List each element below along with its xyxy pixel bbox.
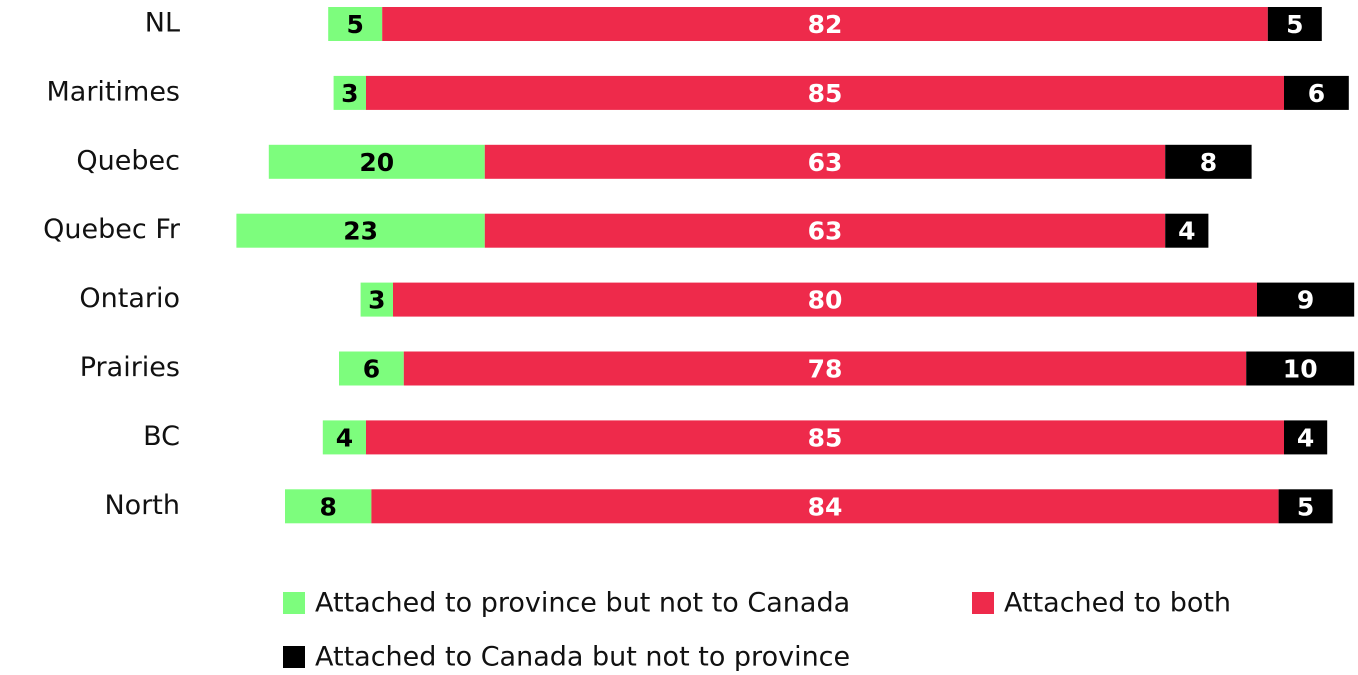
value-label: 82 xyxy=(808,10,843,39)
legend-label: Attached to province but not to Canada xyxy=(315,588,850,619)
value-label: 6 xyxy=(363,355,380,384)
category-label: Quebec Fr xyxy=(43,214,181,245)
bar-segment xyxy=(328,7,383,41)
bar-segment xyxy=(322,420,366,455)
value-label: 80 xyxy=(808,286,843,315)
value-label: 84 xyxy=(808,492,843,521)
category-label: Maritimes xyxy=(46,76,180,107)
bar-segment xyxy=(1267,7,1322,41)
value-label: 9 xyxy=(1297,286,1314,315)
category-label: Prairies xyxy=(80,352,180,383)
value-label: 63 xyxy=(808,217,843,246)
bar-segment xyxy=(285,489,372,524)
category-label: NL xyxy=(145,8,180,39)
bar-segment xyxy=(403,351,1247,386)
bar-segment xyxy=(360,282,393,317)
bar-segment xyxy=(333,75,366,110)
legend-swatch xyxy=(972,592,994,614)
value-label: 8 xyxy=(319,492,336,521)
category-label: Quebec xyxy=(76,145,180,176)
legend-swatch xyxy=(283,646,305,668)
bar-segment xyxy=(1284,75,1349,110)
value-label: 85 xyxy=(808,423,843,452)
bar-segment xyxy=(1284,420,1328,455)
category-label: North xyxy=(104,490,180,521)
value-label: 4 xyxy=(1297,423,1314,452)
value-label: 5 xyxy=(1286,10,1303,39)
value-label: 5 xyxy=(1297,492,1314,521)
value-label: 8 xyxy=(1200,148,1217,177)
value-label: 6 xyxy=(1308,79,1325,108)
legend-swatch xyxy=(283,592,305,614)
bar-segment xyxy=(371,489,1279,524)
value-label: 5 xyxy=(346,10,363,39)
value-label: 4 xyxy=(1178,217,1195,246)
bar-segment xyxy=(393,282,1257,317)
bar-segment xyxy=(484,213,1166,248)
value-label: 3 xyxy=(368,286,385,315)
bar-segment xyxy=(1165,144,1252,179)
category-label: Ontario xyxy=(79,283,180,314)
bar-segment xyxy=(366,420,1284,455)
value-label: 4 xyxy=(336,423,353,452)
value-label: 3 xyxy=(341,79,358,108)
bar-segment xyxy=(339,351,404,386)
bar-segment xyxy=(484,144,1166,179)
value-label: 20 xyxy=(359,148,394,177)
value-label: 78 xyxy=(808,355,843,384)
bar-segment xyxy=(268,144,485,179)
bar-segment xyxy=(1165,213,1209,248)
category-label: BC xyxy=(143,421,180,452)
legend-label: Attached to both xyxy=(1004,588,1231,619)
value-label: 63 xyxy=(808,148,843,177)
bar-segment xyxy=(1246,351,1355,386)
bar-segment xyxy=(1278,489,1333,524)
bar-segment xyxy=(236,213,485,248)
value-label: 23 xyxy=(343,217,378,246)
bar-segment xyxy=(366,75,1284,110)
bar-segment xyxy=(1257,282,1355,317)
bar-segment xyxy=(382,7,1268,41)
value-label: 85 xyxy=(808,79,843,108)
value-label: 10 xyxy=(1283,355,1318,384)
legend-label: Attached to Canada but not to province xyxy=(315,642,850,673)
